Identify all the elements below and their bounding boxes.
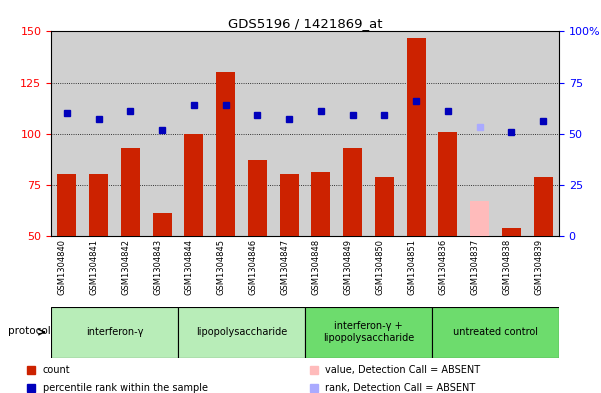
Text: GSM1304850: GSM1304850 (376, 239, 385, 295)
Bar (185, 134, 203, 236)
Bar (153, 213, 172, 236)
Text: GSM1304848: GSM1304848 (312, 239, 321, 296)
Bar (248, 160, 267, 236)
Text: GSM1304845: GSM1304845 (216, 239, 225, 295)
Text: GSM1304838: GSM1304838 (502, 239, 511, 296)
Text: GSM1304851: GSM1304851 (407, 239, 416, 295)
Bar (470, 201, 489, 236)
Text: value, Detection Call = ABSENT: value, Detection Call = ABSENT (325, 365, 480, 375)
Bar (89, 174, 108, 236)
Bar (51, 307, 178, 358)
Title: GDS5196 / 1421869_at: GDS5196 / 1421869_at (228, 17, 382, 30)
Text: protocol: protocol (8, 326, 50, 336)
Text: GSM1304839: GSM1304839 (534, 239, 543, 296)
Bar (178, 307, 305, 358)
Bar (534, 176, 552, 236)
Bar (432, 307, 559, 358)
Text: lipopolysaccharide: lipopolysaccharide (196, 327, 287, 337)
Text: rank, Detection Call = ABSENT: rank, Detection Call = ABSENT (325, 383, 475, 393)
Text: GSM1304843: GSM1304843 (153, 239, 162, 296)
Bar (375, 176, 394, 236)
Text: GSM1304841: GSM1304841 (90, 239, 99, 295)
Text: untreated control: untreated control (453, 327, 538, 337)
Text: interferon-γ +
lipopolysaccharide: interferon-γ + lipopolysaccharide (323, 321, 414, 343)
Text: interferon-γ: interferon-γ (86, 327, 143, 337)
Text: GSM1304837: GSM1304837 (471, 239, 480, 296)
Text: GSM1304842: GSM1304842 (121, 239, 130, 295)
Bar (305, 307, 432, 358)
Text: count: count (43, 365, 70, 375)
Text: GSM1304844: GSM1304844 (185, 239, 194, 295)
Bar (502, 228, 521, 236)
Text: GSM1304840: GSM1304840 (58, 239, 67, 295)
Bar (279, 174, 299, 236)
Bar (343, 148, 362, 236)
Text: GSM1304836: GSM1304836 (439, 239, 448, 296)
Text: GSM1304846: GSM1304846 (248, 239, 257, 296)
Bar (121, 148, 140, 236)
Text: GSM1304849: GSM1304849 (344, 239, 353, 295)
Text: GSM1304847: GSM1304847 (280, 239, 289, 296)
Bar (406, 38, 426, 236)
Bar (438, 132, 457, 236)
Bar (216, 72, 235, 236)
Text: percentile rank within the sample: percentile rank within the sample (43, 383, 208, 393)
Bar (58, 174, 76, 236)
Bar (311, 173, 331, 236)
